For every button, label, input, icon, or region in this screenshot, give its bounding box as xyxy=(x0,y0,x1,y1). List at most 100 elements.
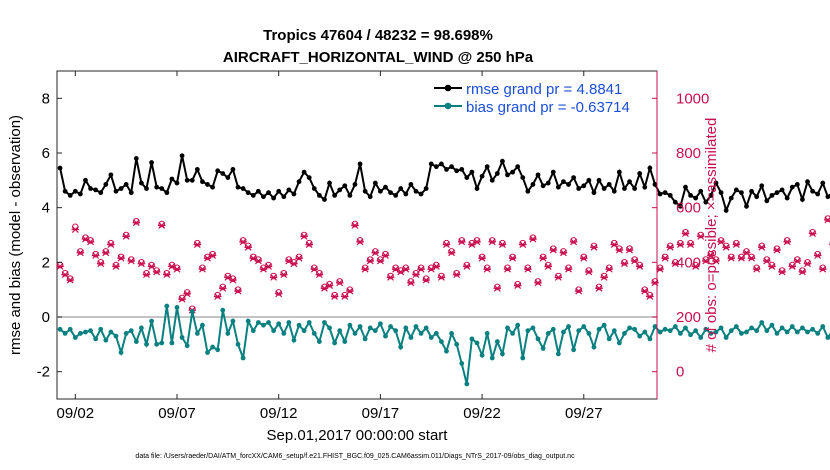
rmse-point xyxy=(316,192,322,198)
rmse-point xyxy=(62,188,68,194)
bias-point xyxy=(296,322,302,328)
obs-assimilated-point xyxy=(117,254,125,262)
bias-point xyxy=(164,303,170,309)
obs-assimilated-point xyxy=(595,284,603,292)
obs-assimilated-point xyxy=(513,282,522,289)
rmse-point xyxy=(718,190,724,196)
obs-possible-point xyxy=(514,280,521,288)
obs-assimilated-point xyxy=(737,254,746,262)
obs-assimilated-point xyxy=(218,284,227,292)
obs-possible-point xyxy=(733,239,740,247)
bias-point xyxy=(622,331,627,336)
obs-possible-point xyxy=(616,245,623,252)
rmse-point xyxy=(754,194,760,200)
obs-assimilated-point xyxy=(452,271,461,279)
bias-point xyxy=(149,318,154,324)
bias-point xyxy=(67,326,73,332)
bias-point xyxy=(332,340,338,346)
rmse-point xyxy=(77,191,83,197)
rmse-point xyxy=(276,188,282,194)
rmse-point xyxy=(611,188,617,194)
bias-point xyxy=(728,328,734,334)
legend-bias-marker xyxy=(444,102,452,110)
obs-assimilated-point xyxy=(147,263,156,270)
obs-possible-point xyxy=(356,237,364,244)
obs-assimilated-point xyxy=(696,232,705,240)
obs-assimilated-point xyxy=(183,290,191,298)
rmse-point xyxy=(123,182,129,187)
obs-possible-point xyxy=(499,239,506,247)
bias-point xyxy=(794,329,800,335)
obs-assimilated-point xyxy=(335,279,344,287)
bias-point xyxy=(693,328,699,334)
bias-point xyxy=(225,331,231,336)
bias-point xyxy=(561,329,566,335)
rmse-point xyxy=(525,188,531,194)
obs-possible-point xyxy=(82,234,89,242)
bias-point xyxy=(322,320,327,325)
obs-possible-point xyxy=(387,272,394,280)
obs-assimilated-point xyxy=(295,254,303,262)
rmse-point xyxy=(235,184,241,190)
obs-possible-point xyxy=(809,228,816,236)
bias-point xyxy=(118,350,124,355)
obs-possible-point xyxy=(707,250,715,258)
bias-point xyxy=(388,324,393,329)
bias-point xyxy=(128,328,134,334)
obs-assimilated-point xyxy=(661,254,669,262)
obs-possible-point xyxy=(377,256,384,263)
obs-possible-point xyxy=(443,239,450,247)
obs-assimilated-point xyxy=(305,241,314,248)
obs-possible-point xyxy=(127,256,135,263)
obs-possible-point xyxy=(799,267,806,274)
rmse-point xyxy=(601,186,607,191)
rmse-point xyxy=(794,182,800,187)
rmse-point xyxy=(291,191,297,197)
rmse-point xyxy=(555,184,561,190)
bias-point xyxy=(718,325,724,331)
rmse-point xyxy=(281,194,287,200)
legend-bias-label: bias grand pr = -0.63714 xyxy=(466,99,630,116)
obs-possible-point xyxy=(265,261,272,269)
bias-point xyxy=(489,355,495,361)
rmse-point xyxy=(464,175,470,181)
bias-point xyxy=(215,347,221,353)
obs-possible-point xyxy=(87,237,94,244)
obs-assimilated-point xyxy=(340,293,349,300)
obs-possible-point xyxy=(570,237,577,244)
rmse-point xyxy=(484,164,490,170)
obs-assimilated-point xyxy=(681,230,690,238)
obs-assimilated-point xyxy=(122,232,130,240)
rmse-point xyxy=(372,180,378,186)
obs-assimilated-point xyxy=(315,271,324,279)
bias-point xyxy=(759,320,765,325)
obs-possible-point xyxy=(519,239,527,247)
obs-possible-point xyxy=(794,256,801,263)
obs-assimilated-point xyxy=(229,276,237,284)
obs-assimilated-point xyxy=(524,265,532,273)
obs-possible-point xyxy=(738,253,745,261)
obs-assimilated-point xyxy=(91,252,100,259)
obs-possible-point xyxy=(631,256,638,263)
obs-assimilated-point xyxy=(778,268,786,276)
obs-assimilated-point xyxy=(803,260,812,268)
rmse-point xyxy=(474,186,480,191)
obs-assimilated-point xyxy=(386,273,395,281)
obs-assimilated-point xyxy=(290,260,298,268)
bias-point xyxy=(62,331,68,336)
bias-point xyxy=(291,337,297,343)
bias-point xyxy=(174,305,180,310)
bias-point xyxy=(494,339,500,344)
obs-assimilated-point xyxy=(371,249,380,257)
bias-point xyxy=(98,326,104,332)
bias-point xyxy=(825,335,830,340)
obs-assimilated-point xyxy=(356,238,364,246)
obs-possible-point xyxy=(66,275,74,283)
obs-possible-point xyxy=(529,234,537,242)
rmse-point xyxy=(739,190,744,196)
obs-assimilated-point xyxy=(178,295,186,303)
x-tick-label: 09/17 xyxy=(362,405,400,422)
bias-point xyxy=(250,328,256,334)
bias-point xyxy=(372,328,378,334)
obs-assimilated-point xyxy=(193,241,202,248)
